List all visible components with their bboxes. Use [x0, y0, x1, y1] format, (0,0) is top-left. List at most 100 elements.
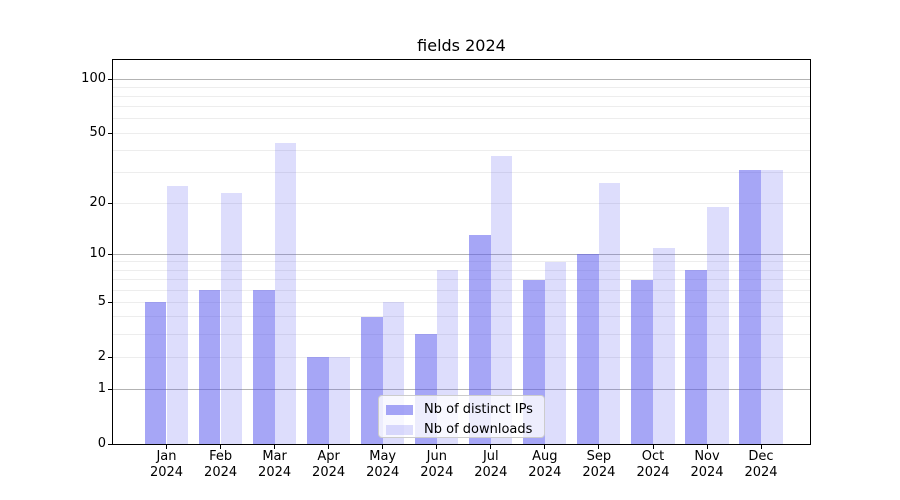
x-tick-label-year: 2024 — [149, 465, 184, 480]
x-tick-label: Jun 2024 — [405, 449, 469, 481]
x-tick-mark — [436, 445, 438, 449]
x-tick-label: Dec 2024 — [729, 449, 793, 481]
bar-dec-distinct-ips — [739, 169, 761, 444]
x-tick-label-month: Jun — [426, 449, 447, 464]
gridline-minor — [113, 86, 810, 88]
legend-swatch-downloads — [386, 424, 413, 435]
gridline-minor — [113, 202, 810, 204]
plot-area: Nb of distinct IPs Nb of downloads — [112, 59, 811, 445]
bar-feb-distinct-ips — [198, 290, 221, 444]
x-tick-mark — [760, 445, 762, 449]
y-tick-mark — [108, 388, 113, 390]
x-tick-label-year: 2024 — [744, 465, 778, 480]
x-tick-label: Aug 2024 — [513, 449, 577, 481]
bar-mar-distinct-ips — [253, 290, 275, 444]
legend-swatch-distinct-ips — [386, 404, 413, 415]
y-tick-label: 1 — [97, 381, 106, 397]
gridline-minor — [113, 279, 810, 280]
y-tick-label: 50 — [89, 125, 106, 140]
x-tick-mark — [490, 445, 492, 449]
x-tick-label: Jul 2024 — [459, 449, 523, 481]
y-tick-mark — [108, 132, 113, 134]
bar-apr-downloads — [328, 357, 351, 444]
x-tick-label-year: 2024 — [366, 465, 400, 480]
gridline-minor — [113, 301, 810, 303]
gridline-minor — [113, 132, 810, 134]
bar-feb-downloads — [220, 192, 243, 444]
gridline-minor — [113, 96, 810, 97]
gridline-minor — [113, 261, 810, 263]
x-tick-label: Oct 2024 — [621, 449, 685, 481]
y-tick-label: 2 — [97, 349, 106, 365]
y-tick-label: 20 — [89, 195, 106, 211]
bar-nov-downloads — [707, 207, 729, 444]
y-tick-mark — [108, 301, 113, 303]
x-tick-mark — [652, 445, 654, 449]
gridline-minor — [113, 316, 810, 318]
x-tick-mark — [274, 445, 276, 449]
bar-dec-downloads — [761, 169, 783, 444]
x-tick-label: Apr 2024 — [297, 449, 361, 481]
bar-jul-distinct-ips — [469, 235, 491, 444]
bar-nov-distinct-ips — [685, 270, 707, 444]
y-tick-mark — [108, 202, 113, 204]
x-tick-label-month: May — [369, 449, 397, 464]
bar-may-distinct-ips — [361, 316, 383, 444]
x-tick-mark — [328, 445, 330, 449]
x-tick-label-year: 2024 — [690, 465, 724, 480]
bar-jan-distinct-ips — [144, 302, 167, 444]
x-tick-label-year: 2024 — [258, 465, 292, 480]
y-tick-mark — [108, 443, 113, 445]
y-tick-mark — [108, 356, 113, 358]
bar-sep-downloads — [598, 183, 621, 444]
x-tick-mark — [166, 445, 167, 449]
x-tick-label-month: Apr — [317, 449, 340, 464]
legend-entry: Nb of downloads — [386, 421, 536, 438]
x-tick-label-month: Aug — [532, 449, 558, 464]
x-tick-label-year: 2024 — [204, 465, 238, 480]
gridline-major — [113, 388, 810, 390]
x-tick-label-month: Sep — [586, 449, 612, 464]
gridline-minor — [113, 269, 810, 271]
chart-title: fields 2024 — [417, 36, 506, 55]
y-tick-label: 10 — [89, 246, 106, 262]
legend-entry: Nb of distinct IPs — [386, 401, 536, 418]
x-tick-mark — [706, 445, 708, 449]
x-tick-label: Feb 2024 — [189, 449, 253, 481]
x-tick-mark — [544, 445, 546, 449]
y-tick-mark — [108, 253, 113, 255]
gridline-major — [113, 253, 810, 255]
y-tick-label: 100 — [81, 71, 106, 86]
bar-oct-downloads — [653, 247, 675, 444]
gridline-minor — [113, 118, 810, 120]
x-tick-label: Mar 2024 — [243, 449, 307, 481]
x-tick-mark — [598, 445, 600, 449]
x-tick-label-year: 2024 — [420, 465, 454, 480]
x-tick-label-month: Jul — [482, 449, 499, 464]
x-tick-label-year: 2024 — [582, 465, 616, 480]
x-tick-label-year: 2024 — [636, 465, 670, 480]
bar-oct-distinct-ips — [631, 279, 653, 444]
x-tick-label-year: 2024 — [474, 465, 508, 480]
x-tick-mark — [220, 445, 222, 449]
x-tick-label-month: Oct — [641, 449, 665, 464]
legend-label-distinct-ips: Nb of distinct IPs — [424, 402, 533, 417]
bar-sep-distinct-ips — [577, 254, 599, 444]
x-tick-label-year: 2024 — [528, 465, 562, 480]
x-tick-label-month: Jan — [156, 449, 177, 464]
y-tick-mark — [108, 78, 113, 80]
bar-jul-downloads — [490, 156, 513, 444]
x-tick-label: May 2024 — [351, 449, 415, 481]
bar-jan-downloads — [166, 186, 189, 444]
gridline-minor — [113, 171, 810, 173]
bar-aug-downloads — [544, 261, 567, 444]
gridline-minor — [113, 333, 810, 335]
y-tick-label: 5 — [97, 294, 106, 310]
legend: Nb of distinct IPs Nb of downloads — [378, 395, 545, 438]
x-tick-label-month: Mar — [262, 449, 287, 464]
y-tick-label: 0 — [97, 436, 106, 451]
gridline-minor — [113, 356, 810, 358]
x-tick-label-month: Feb — [209, 449, 233, 464]
x-tick-mark — [382, 445, 384, 449]
